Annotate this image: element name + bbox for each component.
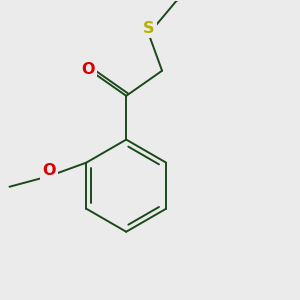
Text: O: O [81,62,94,77]
Text: O: O [42,164,56,178]
Text: S: S [143,21,154,36]
